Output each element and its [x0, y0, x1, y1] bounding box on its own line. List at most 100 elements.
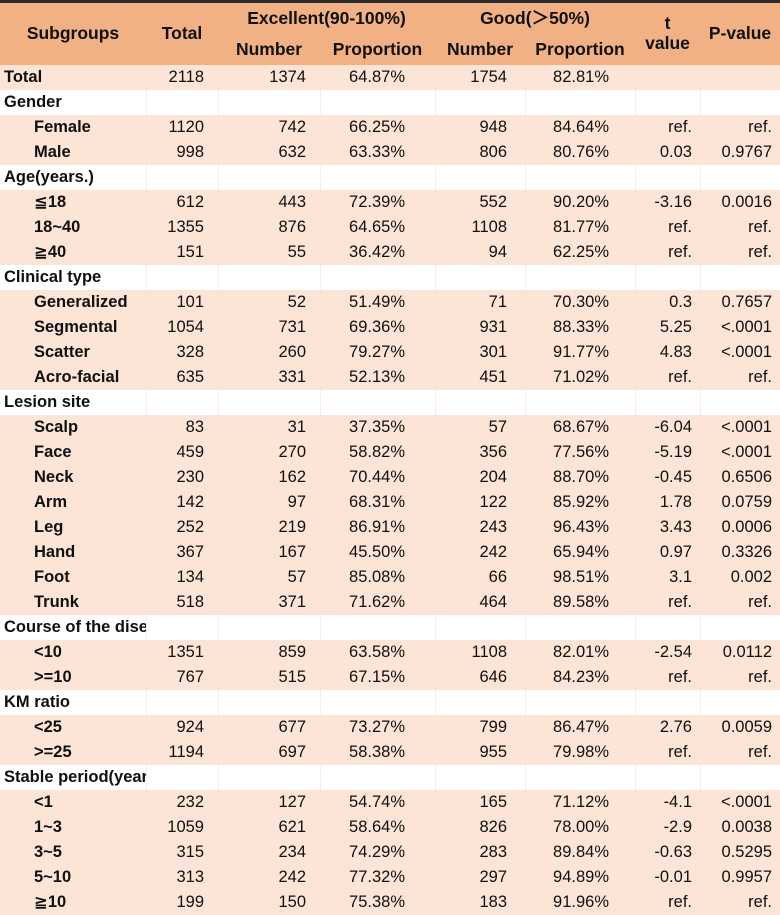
cell-p-value: ref. — [700, 665, 780, 690]
cell-good-number: 948 — [435, 115, 525, 140]
cell-p-value: ref. — [700, 590, 780, 615]
cell-total: 1054 — [146, 315, 218, 340]
cell-p-value: ref. — [700, 740, 780, 765]
row-label: Gender — [0, 90, 146, 115]
row-label: Leg — [0, 515, 146, 540]
group-header-row: Clinical type — [0, 265, 780, 290]
cell-p-value: 0.3326 — [700, 540, 780, 565]
cell-total: 1355 — [146, 215, 218, 240]
table-row: <10 1351 859 63.58% 1108 82.01% -2.54 0.0112 — [0, 640, 780, 665]
cell-excellent-number: 150 — [218, 890, 320, 915]
cell-t-value: -2.9 — [635, 815, 700, 840]
group-header-row: Stable period(years.) — [0, 765, 780, 790]
cell-excellent-number — [217, 265, 320, 290]
cell-excellent-proportion — [319, 165, 435, 190]
cell-good-number — [434, 265, 525, 290]
cell-excellent-proportion — [319, 390, 435, 415]
cell-p-value: 0.7657 — [700, 290, 780, 315]
cell-p-value: 0.002 — [700, 565, 780, 590]
cell-good-proportion: 79.98% — [525, 740, 635, 765]
cell-total: 1059 — [146, 815, 218, 840]
cell-good-number: 183 — [435, 890, 525, 915]
header-good-proportion: Proportion — [525, 35, 635, 65]
cell-total — [145, 390, 218, 415]
table-row: 3~5 315 234 74.29% 283 89.84% -0.63 0.5295 — [0, 840, 780, 865]
cell-total — [145, 165, 218, 190]
row-label: 3~5 — [0, 840, 146, 865]
row-label: <1 — [0, 790, 146, 815]
table-row: Leg 252 219 86.91% 243 96.43% 3.43 0.0006 — [0, 515, 780, 540]
cell-t-value: ref. — [635, 740, 700, 765]
group-header-row: Course of the disease(years.) — [0, 615, 780, 640]
cell-total: 101 — [146, 290, 218, 315]
treatment-outcome-table: Subgroups Total Excellent(90-100%) Good(… — [0, 3, 780, 915]
cell-excellent-number — [217, 165, 320, 190]
header-row-top: Subgroups Total Excellent(90-100%) Good(… — [0, 3, 780, 65]
table-header: Subgroups Total Excellent(90-100%) Good(… — [0, 3, 780, 65]
cell-good-proportion: 84.64% — [525, 115, 635, 140]
cell-good-number: 799 — [435, 715, 525, 740]
cell-excellent-number: 697 — [218, 740, 320, 765]
cell-t-value — [634, 690, 700, 715]
row-label: <25 — [0, 715, 146, 740]
cell-excellent-proportion: 51.49% — [320, 290, 435, 315]
cell-t-value — [634, 90, 700, 115]
header-p-value: P-value — [700, 3, 780, 65]
table-row: Face 459 270 58.82% 356 77.56% -5.19 <.0001 — [0, 440, 780, 465]
cell-excellent-proportion: 66.25% — [320, 115, 435, 140]
row-label: Trunk — [0, 590, 146, 615]
cell-good-proportion: 65.94% — [525, 540, 635, 565]
cell-t-value: 0.3 — [635, 290, 700, 315]
cell-excellent-number: 52 — [218, 290, 320, 315]
cell-t-value: 3.1 — [635, 565, 700, 590]
cell-good-number: 283 — [435, 840, 525, 865]
row-label: Generalized — [0, 290, 146, 315]
cell-total: 230 — [146, 465, 218, 490]
table-row: Scatter 328 260 79.27% 301 91.77% 4.83 <.0001 — [0, 340, 780, 365]
cell-good-number: 165 — [435, 790, 525, 815]
cell-total: 367 — [146, 540, 218, 565]
cell-t-value: 2.76 — [635, 715, 700, 740]
cell-t-value: ref. — [635, 365, 700, 390]
cell-total: 83 — [146, 415, 218, 440]
cell-t-value: ref. — [635, 240, 700, 265]
cell-p-value: <.0001 — [700, 790, 780, 815]
header-row-bottom: Number Proportion Number Proportion — [0, 35, 780, 65]
row-label: Male — [0, 140, 146, 165]
cell-good-number: 451 — [435, 365, 525, 390]
row-label: Foot — [0, 565, 146, 590]
header-good-group: Good(＞50%) — [435, 3, 635, 35]
cell-excellent-proportion: 67.15% — [320, 665, 435, 690]
cell-good-number: 66 — [435, 565, 525, 590]
cell-total: 767 — [146, 665, 218, 690]
cell-excellent-proportion: 74.29% — [320, 840, 435, 865]
cell-good-number: 1754 — [435, 65, 525, 90]
table-row: Scalp 83 31 37.35% 57 68.67% -6.04 <.0001 — [0, 415, 780, 440]
cell-excellent-number: 742 — [218, 115, 320, 140]
cell-total — [145, 615, 218, 640]
cell-good-number: 826 — [435, 815, 525, 840]
row-label: Arm — [0, 490, 146, 515]
cell-total: 459 — [146, 440, 218, 465]
cell-good-proportion: 88.70% — [525, 465, 635, 490]
cell-t-value — [634, 165, 700, 190]
cell-t-value: 3.43 — [635, 515, 700, 540]
cell-excellent-proportion — [319, 690, 435, 715]
cell-total: 635 — [146, 365, 218, 390]
cell-good-number: 1108 — [435, 215, 525, 240]
cell-good-proportion: 91.77% — [525, 340, 635, 365]
cell-excellent-proportion: 86.91% — [320, 515, 435, 540]
cell-good-number — [434, 90, 525, 115]
cell-p-value: 0.0016 — [700, 190, 780, 215]
cell-p-value: ref. — [700, 215, 780, 240]
cell-excellent-number: 621 — [218, 815, 320, 840]
cell-good-proportion: 88.33% — [525, 315, 635, 340]
header-excellent-proportion: Proportion — [320, 35, 435, 65]
cell-p-value: 0.0759 — [700, 490, 780, 515]
cell-t-value: 4.83 — [635, 340, 700, 365]
cell-good-number: 955 — [435, 740, 525, 765]
cell-good-proportion: 98.51% — [525, 565, 635, 590]
cell-t-value — [634, 765, 700, 790]
cell-good-proportion: 89.84% — [525, 840, 635, 865]
cell-good-proportion: 94.89% — [525, 865, 635, 890]
